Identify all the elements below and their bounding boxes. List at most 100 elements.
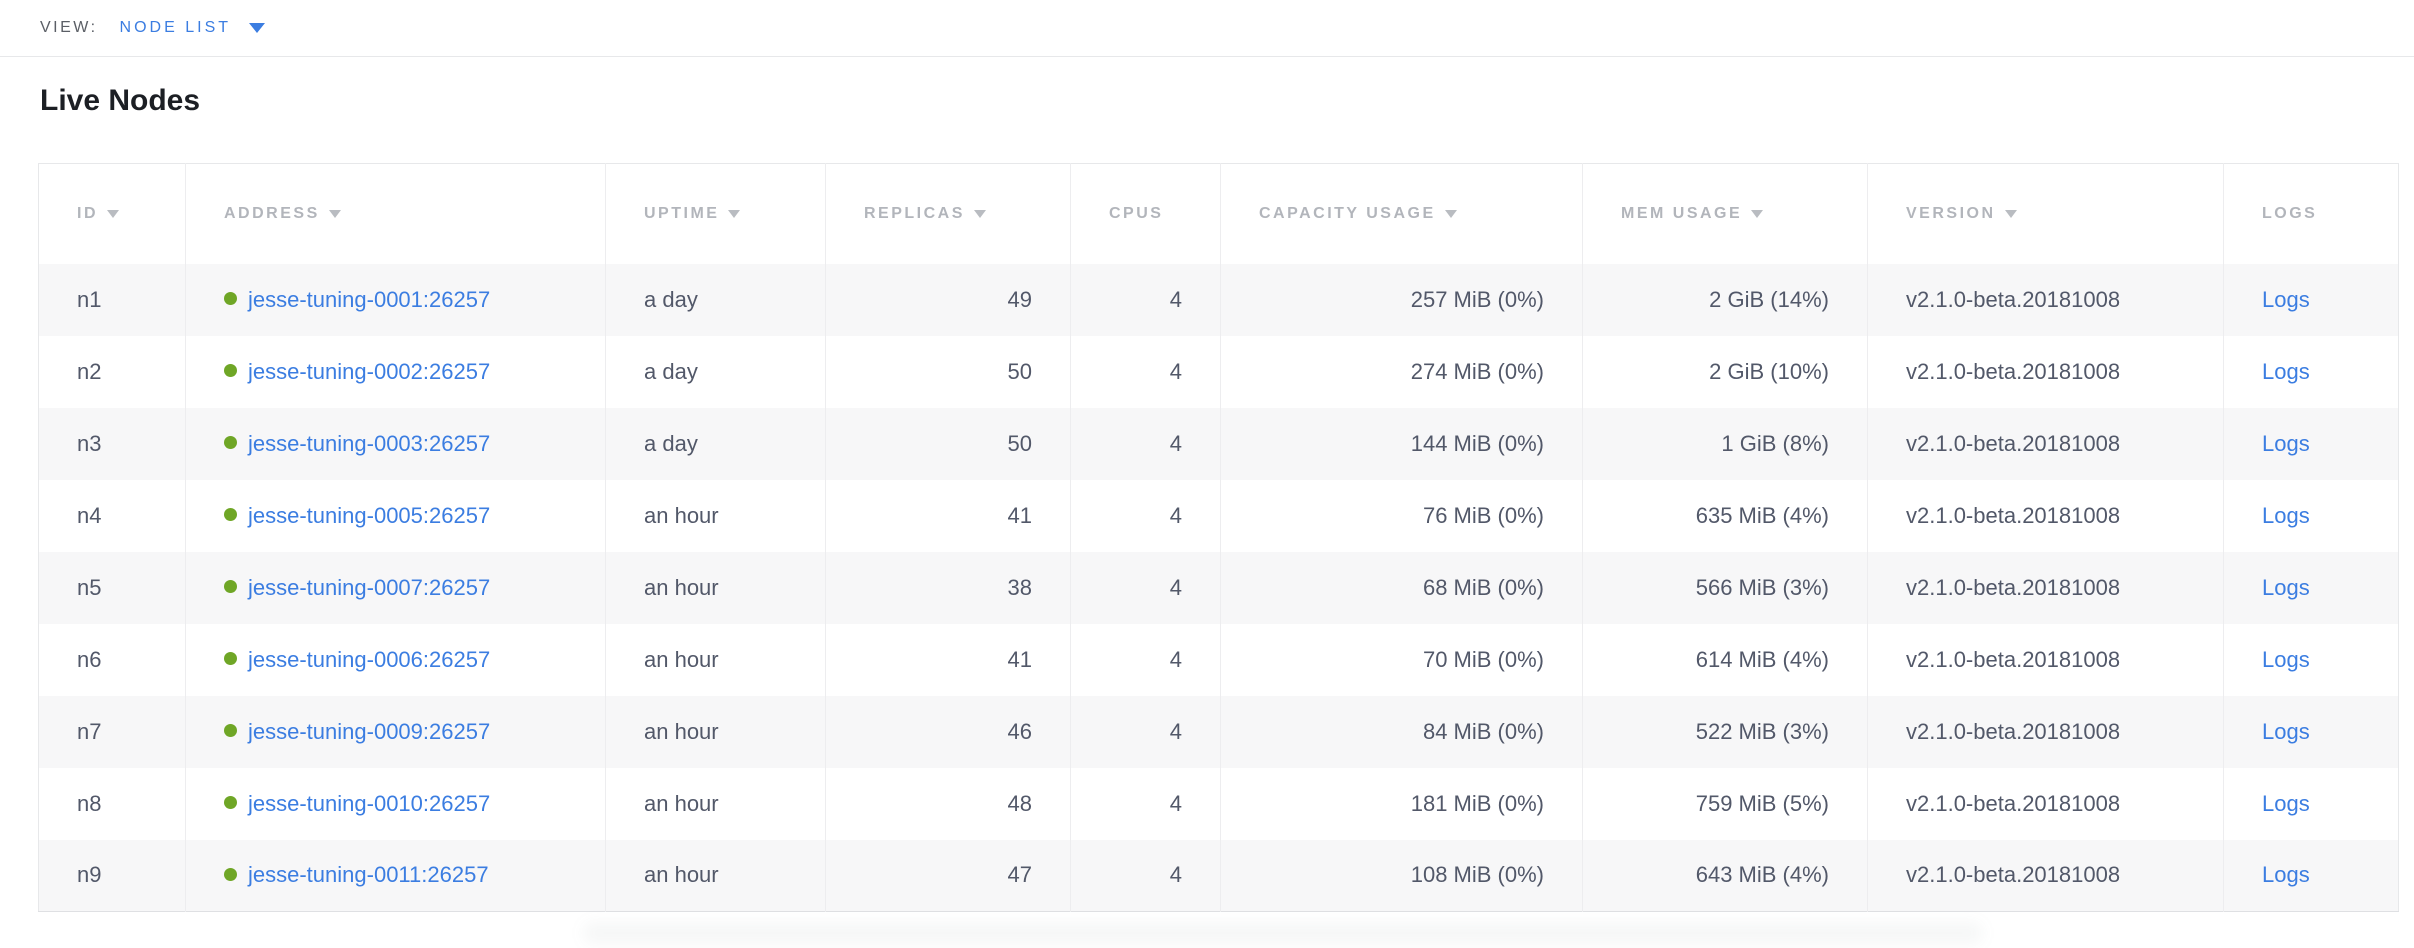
node-logs-link[interactable]: Logs: [2262, 358, 2310, 384]
node-address-link[interactable]: jesse-tuning-0010:26257: [248, 790, 491, 816]
node-address-cell: jesse-tuning-0010:26257: [185, 767, 606, 840]
node-mem-usage-cell: 522 MiB (3%): [1582, 695, 1868, 768]
column-header-label: CAPACITY USAGE: [1259, 204, 1436, 222]
column-header-label: MEM USAGE: [1621, 204, 1743, 222]
view-label: VIEW:: [40, 19, 98, 36]
node-logs-link[interactable]: Logs: [2262, 862, 2310, 888]
node-uptime-cell: an hour: [605, 695, 826, 768]
node-id-cell: n4: [77, 502, 102, 528]
node-capacity-usage-cell: 181 MiB (0%): [1220, 767, 1583, 840]
view-dropdown[interactable]: NODE LIST: [120, 19, 266, 37]
node-cpus-cell: 4: [1070, 551, 1221, 624]
table-header-row: ID ADDRESS UPTIME REPLICAS CPUS CAPACITY…: [38, 163, 2399, 264]
column-header-uptime[interactable]: UPTIME: [605, 163, 826, 264]
node-logs-link[interactable]: Logs: [2262, 430, 2310, 456]
node-version-cell: v2.1.0-beta.20181008: [1867, 767, 2224, 840]
node-uptime-cell: an hour: [605, 839, 826, 912]
node-logs-link[interactable]: Logs: [2262, 574, 2310, 600]
node-logs-link[interactable]: Logs: [2262, 790, 2310, 816]
column-header-label: REPLICAS: [864, 204, 965, 222]
node-logs-link[interactable]: Logs: [2262, 502, 2310, 528]
node-version-cell: v2.1.0-beta.20181008: [1867, 407, 2224, 480]
node-mem-usage-cell: 614 MiB (4%): [1582, 623, 1868, 696]
node-address-cell: jesse-tuning-0011:26257: [185, 839, 606, 912]
node-cpus-cell: 4: [1070, 695, 1221, 768]
node-capacity-usage-cell: 84 MiB (0%): [1220, 695, 1583, 768]
node-logs-cell: Logs: [2223, 407, 2399, 480]
table-row: n1 jesse-tuning-0001:26257 a day 49 4 25…: [38, 263, 2399, 336]
node-live-status-icon: [224, 364, 237, 378]
node-logs-cell: Logs: [2223, 551, 2399, 624]
node-version-cell: v2.1.0-beta.20181008: [1867, 839, 2224, 912]
node-version-cell: v2.1.0-beta.20181008: [1867, 623, 2224, 696]
node-mem-usage-cell: 635 MiB (4%): [1582, 479, 1868, 552]
sort-descending-icon: [1444, 209, 1457, 218]
column-header-version[interactable]: VERSION: [1867, 163, 2224, 264]
column-header-label: ADDRESS: [224, 204, 320, 222]
node-id-cell: n9: [38, 839, 186, 912]
node-logs-link[interactable]: Logs: [2262, 646, 2310, 672]
node-address-link[interactable]: jesse-tuning-0009:26257: [248, 718, 491, 744]
node-uptime-cell: an hour: [605, 623, 826, 696]
node-id-cell: n5: [38, 551, 186, 624]
node-address-link[interactable]: jesse-tuning-0005:26257: [248, 502, 491, 528]
node-address-link[interactable]: jesse-tuning-0006:26257: [248, 646, 491, 672]
node-cpus-cell: 4: [1070, 263, 1221, 336]
node-replicas-cell: 41: [825, 623, 1071, 696]
node-uptime-cell: a day: [605, 407, 826, 480]
node-logs-link[interactable]: Logs: [2262, 718, 2310, 744]
node-version-cell: v2.1.0-beta.20181008: [1867, 479, 2224, 552]
node-live-status-icon: [224, 796, 237, 810]
node-id-cell: n7: [38, 695, 186, 768]
node-live-status-icon: [224, 508, 237, 522]
node-address-link[interactable]: jesse-tuning-0003:26257: [248, 430, 491, 456]
node-version-cell: v2.1.0-beta.20181008: [1867, 551, 2224, 624]
node-logs-cell: Logs: [2223, 839, 2399, 912]
column-header-mem-usage[interactable]: MEM USAGE: [1582, 163, 1868, 264]
node-live-status-icon: [224, 436, 237, 450]
node-logs-cell: Logs: [2223, 695, 2399, 768]
node-uptime-cell: a day: [605, 263, 826, 336]
node-version-cell: v2.1.0-beta.20181008: [1867, 335, 2224, 408]
node-live-status-icon: [224, 292, 237, 306]
node-logs-cell: Logs: [2223, 263, 2399, 336]
node-replicas-cell: 48: [825, 767, 1071, 840]
node-address-link[interactable]: jesse-tuning-0001:26257: [248, 286, 491, 312]
node-address-cell: jesse-tuning-0003:26257: [185, 407, 606, 480]
node-address-cell: jesse-tuning-0006:26257: [185, 623, 606, 696]
node-replicas-cell: 49: [825, 263, 1071, 336]
column-header-replicas[interactable]: REPLICAS: [825, 163, 1071, 264]
live-nodes-table: ID ADDRESS UPTIME REPLICAS CPUS CAPACITY…: [38, 163, 2399, 912]
node-replicas-cell: 50: [825, 407, 1071, 480]
table-row: n2 jesse-tuning-0002:26257 a day 50 4 27…: [39, 335, 2399, 408]
table-row: n3 jesse-tuning-0003:26257 a day 50 4 14…: [38, 407, 2399, 480]
node-cpus-cell: 4: [1070, 479, 1221, 552]
node-address-cell: jesse-tuning-0001:26257: [185, 263, 606, 336]
node-address-link[interactable]: jesse-tuning-0011:26257: [248, 862, 489, 888]
node-version-cell: v2.1.0-beta.20181008: [1867, 695, 2224, 768]
node-live-status-icon: [224, 867, 237, 881]
node-cpus-cell: 4: [1070, 335, 1221, 408]
node-mem-usage-cell: 643 MiB (4%): [1582, 839, 1868, 912]
column-header-logs: LOGS: [2223, 163, 2399, 264]
node-cpus-cell: 4: [1070, 767, 1221, 840]
node-replicas-cell: 46: [825, 695, 1071, 768]
node-address-link[interactable]: jesse-tuning-0002:26257: [248, 358, 491, 384]
node-cpus-cell: 4: [1070, 407, 1221, 480]
node-logs-link[interactable]: Logs: [2262, 286, 2310, 312]
node-mem-usage-cell: 1 GiB (8%): [1582, 407, 1868, 480]
column-header-capacity-usage[interactable]: CAPACITY USAGE: [1220, 163, 1583, 264]
sort-descending-icon: [328, 209, 341, 218]
node-capacity-usage-cell: 68 MiB (0%): [1220, 551, 1583, 624]
column-header-address[interactable]: ADDRESS: [185, 163, 606, 264]
table-row: n6 jesse-tuning-0006:26257 an hour 41 4 …: [39, 623, 2399, 696]
node-mem-usage-cell: 759 MiB (5%): [1582, 767, 1868, 840]
column-header-id[interactable]: ID: [38, 163, 186, 264]
node-mem-usage-cell: 2 GiB (10%): [1582, 335, 1868, 408]
node-logs-cell: Logs: [2223, 335, 2399, 408]
node-live-status-icon: [224, 580, 237, 594]
node-address-link[interactable]: jesse-tuning-0007:26257: [248, 574, 491, 600]
node-capacity-usage-cell: 144 MiB (0%): [1220, 407, 1583, 480]
column-header-label: LOGS: [2262, 204, 2318, 222]
node-logs-cell: Logs: [2223, 479, 2399, 552]
